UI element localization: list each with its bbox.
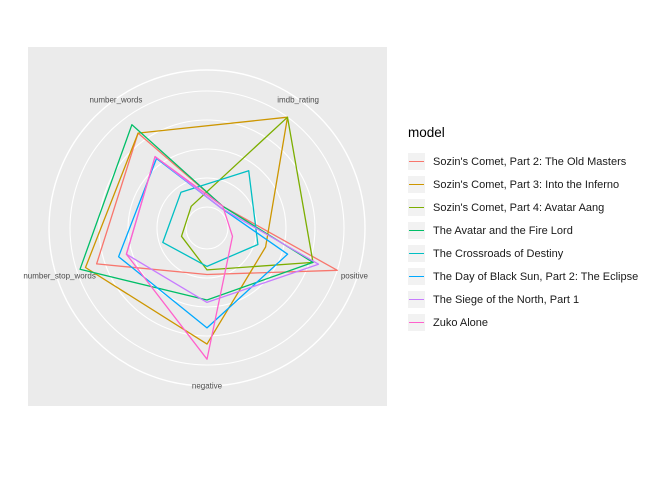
legend-item: The Crossroads of Destiny [408, 242, 638, 265]
legend-key-line [409, 230, 424, 232]
axis-label: number_stop_words [23, 272, 95, 281]
axis-label: positive [341, 272, 369, 281]
legend-key-line [409, 184, 424, 186]
axis-label: number_words [89, 96, 142, 105]
legend-key-line [409, 299, 424, 301]
legend-items: Sozin's Comet, Part 2: The Old Masters So… [408, 150, 638, 334]
legend-key-line [409, 276, 424, 278]
legend-label: The Day of Black Sun, Part 2: The Eclips… [433, 270, 639, 283]
axis-label: negative [192, 382, 223, 391]
legend-key [408, 245, 425, 262]
legend-key [408, 199, 425, 216]
legend-item: The Siege of the North, Part 1 [408, 288, 638, 311]
legend-label: The Crossroads of Destiny [433, 247, 564, 260]
legend-key [408, 314, 425, 331]
radar-grid [48, 69, 366, 387]
legend-item: Zuko Alone [408, 311, 638, 334]
legend-title: model [408, 125, 445, 140]
legend-key-line [409, 161, 424, 163]
legend-key [408, 222, 425, 239]
legend-item: Sozin's Comet, Part 2: The Old Masters [408, 150, 638, 173]
series-layer [79, 116, 338, 360]
legend-item: The Day of Black Sun, Part 2: The Eclips… [408, 265, 638, 288]
grid-circle [48, 69, 366, 387]
series-line [180, 116, 314, 271]
grid-circle [98, 119, 316, 337]
legend: model Sozin's Comet, Part 2: The Old Mas… [408, 124, 638, 334]
grid-circle [69, 90, 345, 366]
grid-circle [127, 148, 287, 308]
legend-label: Sozin's Comet, Part 2: The Old Masters [433, 155, 627, 168]
legend-label: Sozin's Comet, Part 4: Avatar Aang [433, 201, 605, 214]
legend-key-line [409, 253, 424, 255]
axis-labels: imdb_rating positive negative number_stop_w… [23, 96, 368, 391]
legend-label: Sozin's Comet, Part 3: Into the Inferno [433, 178, 620, 191]
legend-key [408, 291, 425, 308]
legend-key-line [409, 322, 424, 324]
legend-item: Sozin's Comet, Part 3: Into the Inferno [408, 173, 638, 196]
legend-label: Zuko Alone [433, 316, 489, 329]
axis-label: imdb_rating [277, 96, 319, 105]
legend-key [408, 153, 425, 170]
legend-item: Sozin's Comet, Part 4: Avatar Aang [408, 196, 638, 219]
legend-item: The Avatar and the Fire Lord [408, 219, 638, 242]
radar-chart: imdb_rating positive negative number_stop_w… [23, 47, 387, 406]
legend-key [408, 176, 425, 193]
grid-circle [185, 206, 229, 250]
legend-label: The Avatar and the Fire Lord [433, 224, 573, 237]
legend-key [408, 268, 425, 285]
legend-key-line [409, 207, 424, 209]
series-line [84, 116, 289, 345]
series-line [125, 155, 234, 360]
plot-panel [28, 47, 387, 406]
legend-label: The Siege of the North, Part 1 [433, 293, 580, 306]
